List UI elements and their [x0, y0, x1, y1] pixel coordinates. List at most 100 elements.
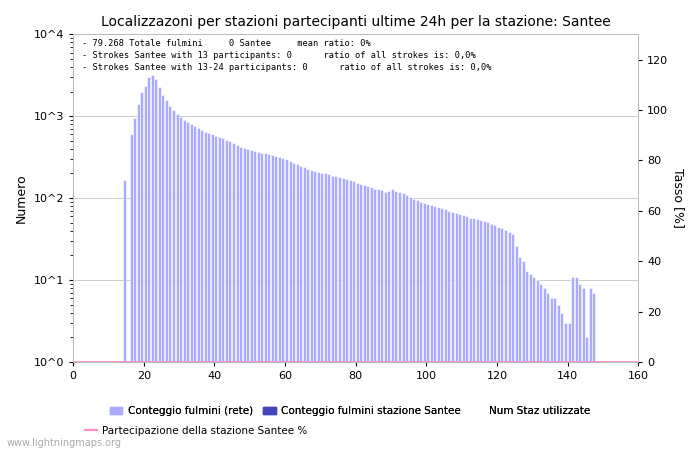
- Bar: [172, 110, 175, 450]
- Bar: [102, 370, 104, 450]
- Bar: [373, 189, 377, 450]
- Bar: [235, 145, 239, 450]
- Bar: [423, 202, 426, 450]
- Bar: [405, 195, 408, 450]
- Bar: [620, 370, 624, 450]
- Bar: [119, 370, 122, 450]
- Bar: [309, 170, 313, 450]
- Bar: [504, 230, 507, 450]
- Bar: [165, 99, 168, 450]
- Bar: [228, 141, 232, 450]
- Y-axis label: Numero: Numero: [15, 173, 28, 223]
- Bar: [391, 189, 394, 450]
- Title: Localizzazoni per stazioni partecipanti ultime 24h per la stazione: Santee: Localizzazoni per stazioni partecipanti …: [101, 15, 610, 29]
- Bar: [186, 122, 189, 450]
- Bar: [243, 148, 246, 450]
- Bar: [313, 171, 316, 450]
- Bar: [150, 75, 154, 450]
- Bar: [162, 95, 164, 450]
- Bar: [105, 370, 108, 450]
- Bar: [483, 221, 486, 450]
- Bar: [599, 370, 602, 450]
- Text: - 79.268 Totale fulmini     0 Santee     mean ratio: 0%
- Strokes Santee with 13: - 79.268 Totale fulmini 0 Santee mean ra…: [82, 39, 491, 72]
- Bar: [122, 180, 125, 450]
- Bar: [514, 246, 517, 450]
- Bar: [169, 106, 172, 450]
- Bar: [317, 172, 320, 450]
- Bar: [278, 157, 281, 450]
- Bar: [525, 271, 528, 450]
- Bar: [366, 186, 369, 450]
- Bar: [444, 209, 447, 450]
- Bar: [490, 224, 493, 450]
- Bar: [511, 234, 514, 450]
- Bar: [387, 190, 391, 450]
- Bar: [377, 189, 380, 450]
- Bar: [250, 150, 253, 450]
- Bar: [232, 143, 235, 450]
- Bar: [596, 370, 598, 450]
- Bar: [395, 190, 398, 450]
- Bar: [578, 284, 581, 450]
- Bar: [352, 181, 355, 450]
- Bar: [76, 370, 80, 450]
- Bar: [133, 118, 136, 450]
- Bar: [356, 183, 358, 450]
- Bar: [147, 77, 150, 450]
- Bar: [480, 220, 482, 450]
- Bar: [582, 288, 584, 450]
- Bar: [338, 177, 341, 450]
- Bar: [91, 370, 94, 450]
- Bar: [561, 313, 564, 450]
- Bar: [359, 184, 362, 450]
- Bar: [589, 288, 591, 450]
- Bar: [592, 293, 595, 450]
- Bar: [486, 222, 489, 450]
- Bar: [635, 362, 638, 450]
- Bar: [437, 207, 440, 450]
- Bar: [585, 338, 588, 450]
- Bar: [80, 370, 83, 450]
- Legend: Conteggio fulmini (rete), Conteggio fulmini stazione Santee, Num Staz utilizzate: Conteggio fulmini (rete), Conteggio fulm…: [106, 402, 594, 420]
- Bar: [211, 135, 214, 450]
- Bar: [465, 216, 468, 450]
- Bar: [221, 139, 225, 450]
- Bar: [136, 104, 140, 450]
- Bar: [239, 147, 242, 450]
- Bar: [370, 188, 373, 450]
- Y-axis label: Tasso [%]: Tasso [%]: [672, 168, 685, 228]
- Bar: [458, 214, 461, 450]
- Bar: [108, 370, 111, 450]
- Bar: [447, 211, 451, 450]
- Bar: [190, 124, 193, 450]
- Bar: [518, 257, 521, 450]
- Bar: [200, 130, 203, 450]
- Bar: [433, 206, 436, 450]
- Bar: [454, 213, 458, 450]
- Bar: [571, 277, 574, 450]
- Bar: [617, 370, 620, 450]
- Bar: [299, 166, 302, 450]
- Bar: [380, 190, 384, 450]
- Bar: [94, 370, 97, 450]
- Bar: [606, 370, 610, 450]
- Bar: [98, 370, 101, 450]
- Bar: [246, 149, 249, 450]
- Bar: [271, 155, 274, 450]
- Bar: [575, 277, 577, 450]
- Bar: [473, 218, 475, 450]
- Bar: [140, 92, 143, 450]
- Bar: [335, 176, 337, 450]
- Bar: [603, 370, 606, 450]
- Bar: [130, 135, 132, 450]
- Bar: [613, 370, 617, 450]
- Bar: [536, 280, 539, 450]
- Bar: [302, 167, 306, 450]
- Bar: [116, 370, 118, 450]
- Bar: [328, 175, 330, 450]
- Text: www.lightningmaps.org: www.lightningmaps.org: [7, 438, 122, 448]
- Bar: [469, 217, 472, 450]
- Bar: [204, 131, 206, 450]
- Bar: [568, 323, 570, 450]
- Bar: [419, 202, 422, 450]
